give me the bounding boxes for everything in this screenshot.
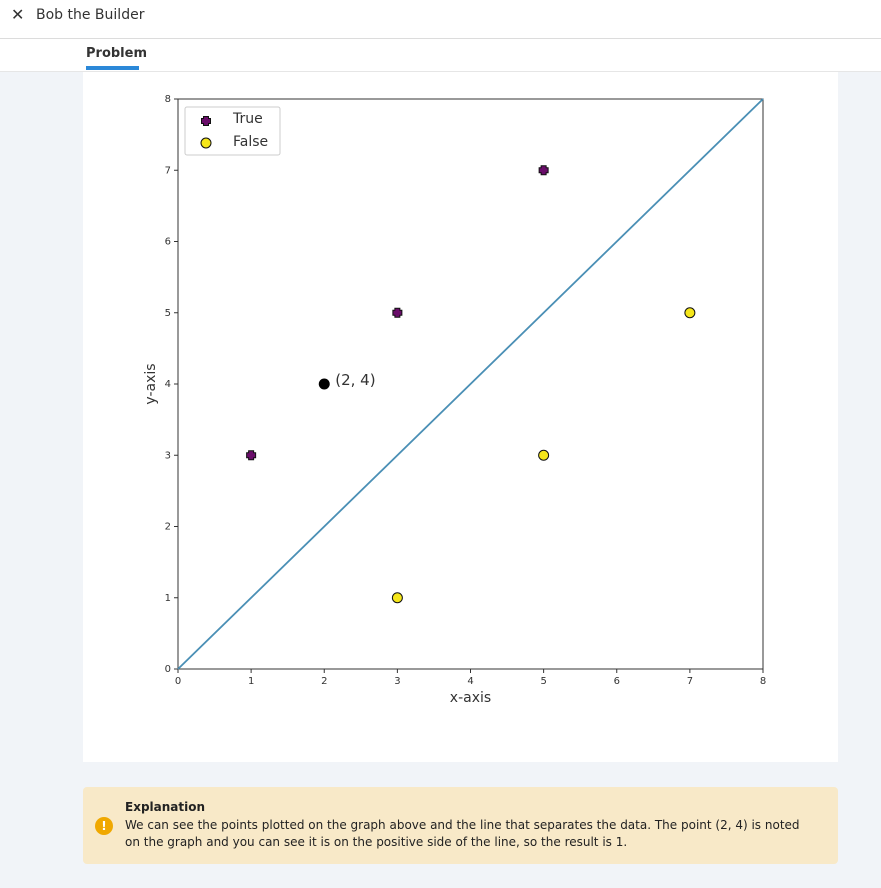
explanation-panel: ! Explanation We can see the points plot… bbox=[83, 787, 838, 864]
info-icon: ! bbox=[95, 817, 113, 835]
top-bar: ✕ Bob the Builder bbox=[0, 0, 881, 39]
problem-card bbox=[83, 72, 838, 762]
app-title: Bob the Builder bbox=[36, 7, 145, 23]
tab-problem[interactable]: Problem bbox=[86, 46, 147, 61]
tab-bar: Problem bbox=[0, 39, 881, 72]
explanation-text: We can see the points plotted on the gra… bbox=[125, 818, 800, 849]
active-tab-indicator bbox=[86, 66, 139, 70]
explanation-title: Explanation bbox=[125, 800, 206, 814]
close-icon[interactable]: ✕ bbox=[11, 5, 25, 24]
